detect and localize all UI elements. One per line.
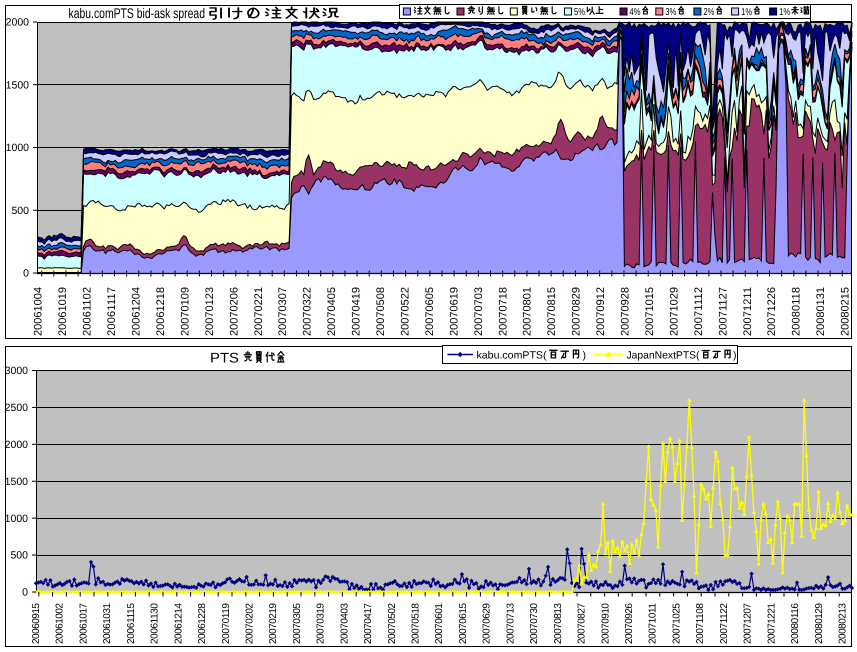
svg-text:20061102: 20061102 [82, 287, 94, 336]
svg-text:20080131: 20080131 [815, 287, 827, 336]
svg-text:5%: 5% [574, 7, 585, 18]
svg-text:20071221: 20071221 [766, 603, 777, 644]
svg-text:2000: 2000 [6, 17, 30, 29]
svg-text:20070206: 20070206 [228, 287, 240, 336]
svg-text:3000: 3000 [5, 365, 29, 377]
svg-text:20070703: 20070703 [473, 287, 485, 336]
svg-text:1500: 1500 [6, 79, 30, 91]
svg-text:20071211: 20071211 [742, 287, 754, 336]
svg-text:1000: 1000 [6, 142, 30, 154]
svg-text:20070713: 20070713 [505, 603, 516, 644]
svg-text:20061204: 20061204 [131, 287, 143, 336]
svg-text:PTS: PTS [210, 350, 239, 366]
svg-text:20071015: 20071015 [644, 287, 656, 336]
svg-text:20061228: 20061228 [197, 603, 208, 644]
svg-text:0: 0 [22, 587, 28, 599]
svg-text:1500: 1500 [5, 476, 29, 488]
svg-text:20071011: 20071011 [648, 603, 659, 644]
svg-text:20070601: 20070601 [434, 603, 445, 644]
svg-text:JapanNextPTS(: JapanNextPTS( [627, 350, 700, 362]
svg-text:20070123: 20070123 [204, 287, 216, 336]
svg-text:): ) [583, 350, 587, 362]
svg-text:2000: 2000 [5, 439, 29, 451]
svg-text:20070829: 20070829 [571, 287, 583, 336]
svg-text:20080116: 20080116 [790, 603, 801, 644]
svg-text:20070619: 20070619 [448, 287, 460, 336]
svg-text:20071112: 20071112 [693, 287, 705, 336]
svg-text:20070518: 20070518 [411, 603, 422, 644]
svg-text:1%: 1% [741, 7, 752, 18]
svg-text:20070522: 20070522 [399, 287, 411, 336]
svg-text:20070405: 20070405 [326, 287, 338, 336]
svg-text:20070815: 20070815 [546, 287, 558, 336]
svg-text:20070403: 20070403 [339, 603, 350, 644]
svg-text:20070419: 20070419 [351, 287, 363, 336]
svg-text:20061214: 20061214 [173, 603, 184, 644]
svg-text:20070305: 20070305 [292, 603, 303, 644]
svg-text:kabu.comPTS bid-ask spread: kabu.comPTS bid-ask spread [69, 5, 206, 21]
svg-text:20061218: 20061218 [155, 287, 167, 336]
svg-text:20070109: 20070109 [179, 287, 191, 336]
svg-text:20061019: 20061019 [57, 287, 69, 336]
svg-text:20070502: 20070502 [387, 603, 398, 644]
svg-text:2%: 2% [703, 7, 714, 18]
svg-text:20071127: 20071127 [717, 287, 729, 336]
svg-text:0: 0 [23, 268, 29, 280]
svg-text:20061130: 20061130 [150, 603, 161, 644]
svg-text:500: 500 [11, 205, 29, 217]
svg-text:500: 500 [10, 550, 28, 562]
svg-text:20070307: 20070307 [277, 287, 289, 336]
svg-text:4%: 4% [630, 7, 641, 18]
svg-text:20080129: 20080129 [814, 603, 825, 644]
svg-text:20070629: 20070629 [482, 603, 493, 644]
svg-text:20070910: 20070910 [600, 603, 611, 644]
svg-text:20061004: 20061004 [33, 287, 45, 336]
svg-text:20071029: 20071029 [668, 287, 680, 336]
svg-text:20071122: 20071122 [719, 603, 730, 644]
svg-text:20071108: 20071108 [695, 603, 706, 644]
svg-text:20070926: 20070926 [624, 603, 635, 644]
svg-text:kabu.comPTS(: kabu.comPTS( [477, 350, 547, 362]
svg-text:20070928: 20070928 [620, 287, 632, 336]
svg-text:20070221: 20070221 [253, 287, 265, 336]
svg-text:20061017: 20061017 [78, 603, 89, 644]
svg-text:20070417: 20070417 [363, 603, 374, 644]
svg-text:20071226: 20071226 [766, 287, 778, 336]
svg-text:20080118: 20080118 [791, 287, 803, 336]
svg-text:20070813: 20070813 [553, 603, 564, 644]
svg-text:20061115: 20061115 [126, 603, 137, 644]
svg-text:20070615: 20070615 [458, 603, 469, 644]
svg-text:20070219: 20070219 [268, 603, 279, 644]
svg-text:20060915: 20060915 [31, 603, 42, 644]
svg-text:20070202: 20070202 [244, 603, 255, 644]
svg-text:20070605: 20070605 [424, 287, 436, 336]
svg-text:20070322: 20070322 [302, 287, 314, 336]
svg-text:3%: 3% [665, 7, 676, 18]
svg-text:20070801: 20070801 [522, 287, 534, 336]
svg-text:): ) [733, 350, 737, 362]
svg-text:2500: 2500 [5, 402, 29, 414]
svg-text:20070730: 20070730 [529, 603, 540, 644]
svg-text:20061031: 20061031 [102, 603, 113, 644]
svg-text:20070508: 20070508 [375, 287, 387, 336]
svg-text:20071025: 20071025 [671, 603, 682, 644]
svg-text:20070319: 20070319 [316, 603, 327, 644]
svg-text:20071207: 20071207 [743, 603, 754, 644]
svg-text:20070119: 20070119 [221, 603, 232, 644]
svg-text:1000: 1000 [5, 513, 29, 525]
svg-text:20061002: 20061002 [55, 603, 66, 644]
svg-text:1%: 1% [779, 7, 790, 18]
svg-text:20080213: 20080213 [837, 603, 848, 644]
svg-text:20080215: 20080215 [840, 287, 852, 336]
svg-text:20061117: 20061117 [106, 287, 118, 336]
svg-text:20070827: 20070827 [577, 603, 588, 644]
svg-text:20070718: 20070718 [497, 287, 509, 336]
svg-text:20070912: 20070912 [595, 287, 607, 336]
